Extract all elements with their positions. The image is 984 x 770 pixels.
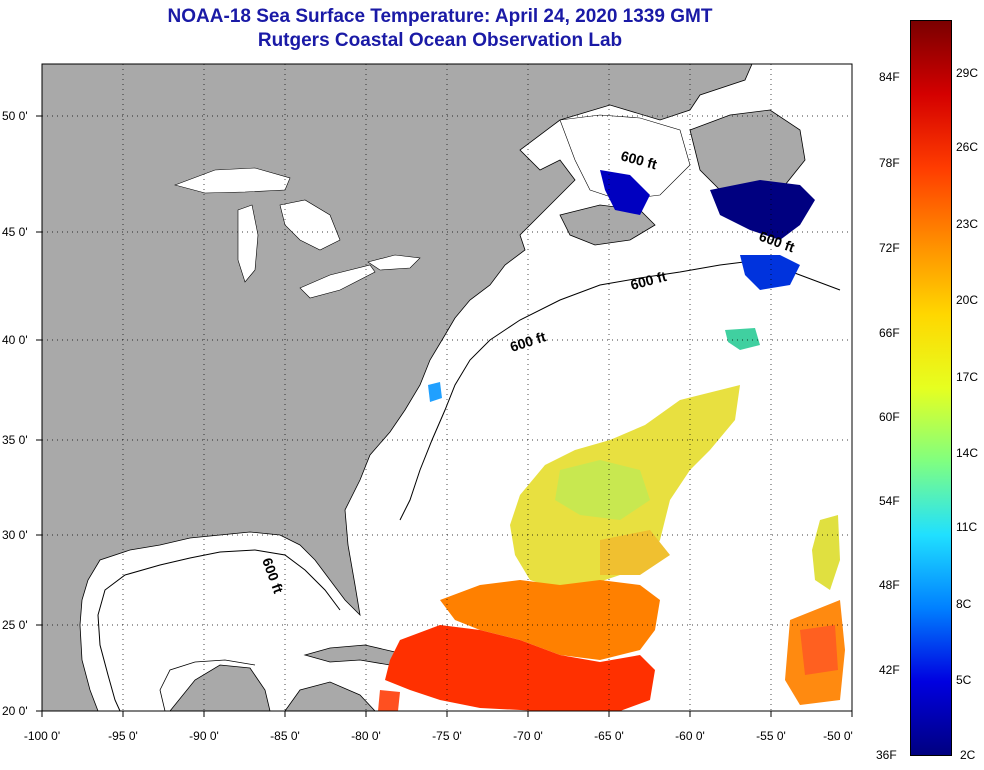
y-tick-label: 20 0' <box>2 704 28 718</box>
x-tick-label: -75 0' <box>432 729 462 743</box>
colorbar-f-label: 60F <box>879 410 900 424</box>
colorbar-c-label: 20C <box>956 293 979 307</box>
y-tick-label: 35 0' <box>2 433 28 447</box>
colorbar-c-label: 5C <box>956 673 972 687</box>
land-central-america <box>284 681 376 711</box>
colorbar-f-label: 84F <box>879 70 900 84</box>
x-tick-label: -100 0' <box>24 729 60 743</box>
x-axis-labels: -100 0' -95 0' -90 0' -85 0' -80 0' -75 … <box>24 729 853 743</box>
land-nova-scotia <box>559 204 656 246</box>
x-tick-label: -60 0' <box>675 729 705 743</box>
lake-erie <box>299 264 376 299</box>
x-tick-label: -90 0' <box>189 729 219 743</box>
colorbar-c-label: 8C <box>956 597 972 611</box>
lake-huron <box>279 199 341 251</box>
colorbar-f-label: 72F <box>879 241 900 255</box>
x-tick-label: -55 0' <box>756 729 786 743</box>
lake-michigan <box>237 204 259 283</box>
land-north-america <box>42 64 753 711</box>
map-grid <box>42 64 852 711</box>
land-yucatan <box>169 664 271 711</box>
contour-600ft-atlantic <box>399 259 841 521</box>
temperature-colorbar <box>910 20 952 756</box>
x-tick-label: -65 0' <box>594 729 624 743</box>
colorbar-c-label: 2C <box>960 748 976 762</box>
lake-ontario <box>367 254 421 271</box>
x-tick-label: -50 0' <box>823 729 853 743</box>
y-axis-labels: 50 0' 45 0' 40 0' 35 0' 30 0' 25 0' 20 0… <box>2 109 28 718</box>
colorbar-f-label: 54F <box>879 494 900 508</box>
sst-data-layer <box>378 170 845 711</box>
y-tick-label: 30 0' <box>2 528 28 542</box>
x-tick-label: -85 0' <box>270 729 300 743</box>
colorbar-c-label: 17C <box>956 370 979 384</box>
x-tick-label: -70 0' <box>513 729 543 743</box>
colorbar-f-label: 78F <box>879 156 900 170</box>
gulf-st-lawrence <box>559 114 691 201</box>
land-newfoundland <box>689 109 806 196</box>
colorbar-c-label: 23C <box>956 217 979 231</box>
x-tick-label: -95 0' <box>108 729 138 743</box>
colorbar-f-label: 48F <box>879 578 900 592</box>
map-title: NOAA-18 Sea Surface Temperature: April 2… <box>167 6 713 27</box>
colorbar-f-label: 66F <box>879 326 900 340</box>
colorbar-c-label: 14C <box>956 446 979 460</box>
x-tick-label: -80 0' <box>351 729 381 743</box>
contour-600ft-gulf-inner <box>159 659 256 711</box>
axis-ticks <box>36 115 853 717</box>
map-subtitle: Rutgers Coastal Ocean Observation Lab <box>257 30 623 51</box>
colorbar-c-label: 26C <box>956 140 979 154</box>
colorbar-f-label: 42F <box>879 663 900 677</box>
contour-600ft-gulf <box>97 549 341 711</box>
y-tick-label: 50 0' <box>2 109 28 123</box>
y-tick-label: 40 0' <box>2 333 28 347</box>
colorbar-c-label: 29C <box>956 66 979 80</box>
y-tick-label: 25 0' <box>2 618 28 632</box>
y-tick-label: 45 0' <box>2 225 28 239</box>
colorbar-f-label: 36F <box>876 748 897 762</box>
colorbar-c-label: 11C <box>956 520 978 534</box>
